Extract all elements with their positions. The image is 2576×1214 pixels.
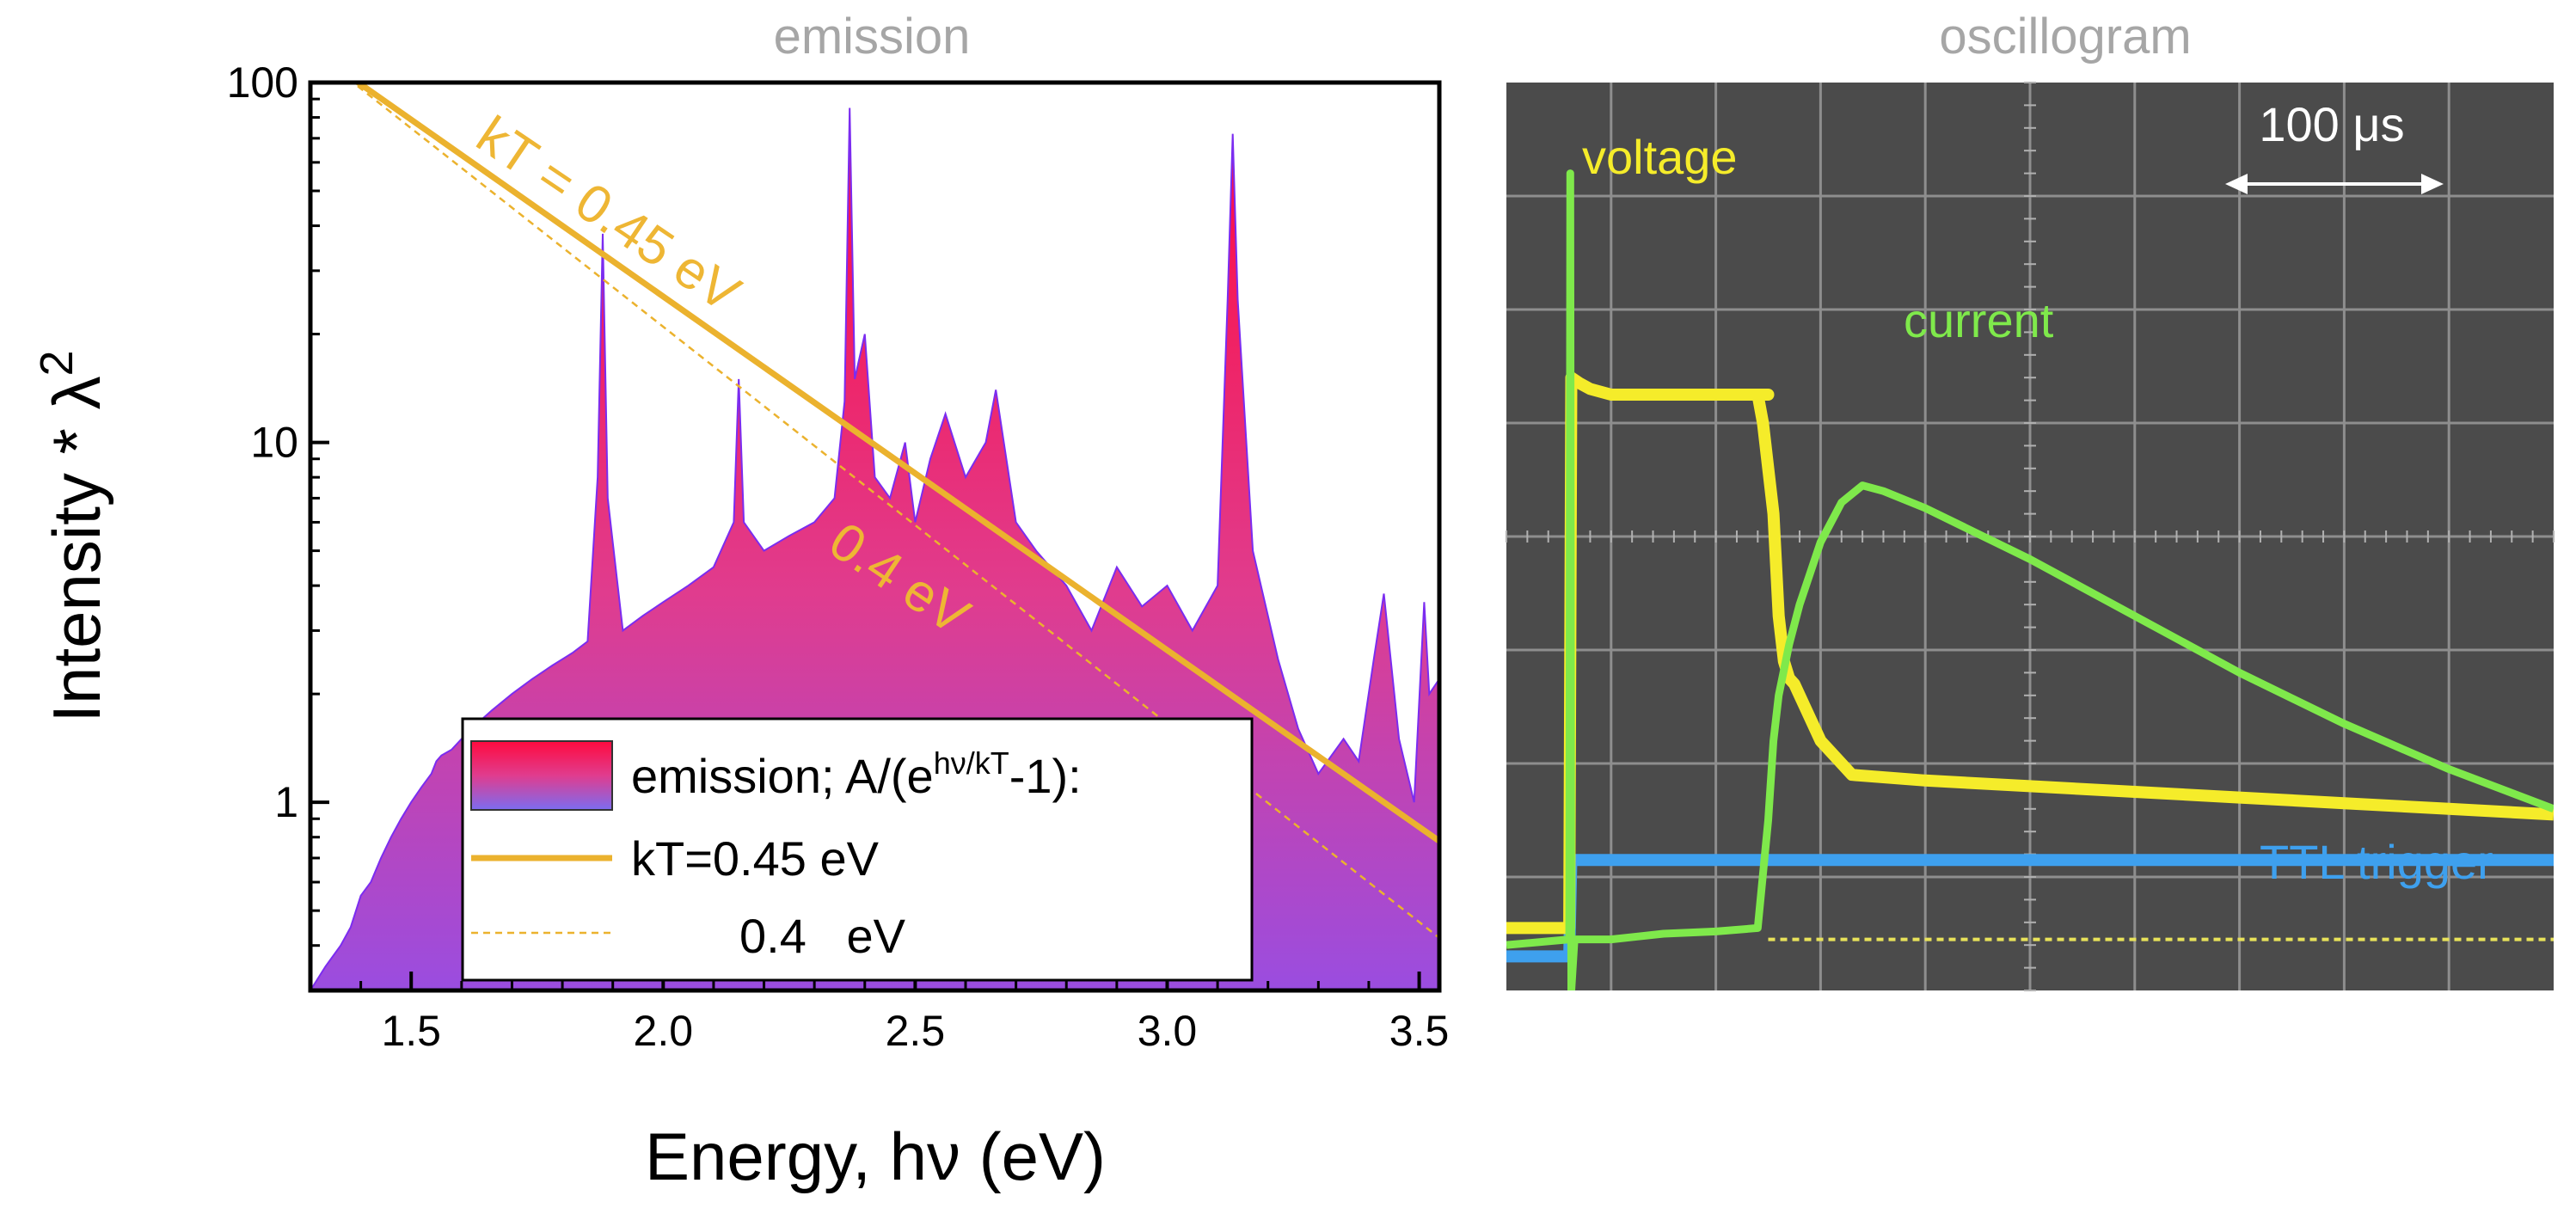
y-axis-label-main: Intensity * λ [39, 376, 114, 722]
scale-bar-label: 100 μs [2259, 97, 2404, 151]
annotation-kt-045: kT = 0.45 eV [466, 105, 751, 323]
plot-frame [308, 80, 1442, 993]
oscillogram-title: oscillogram [1939, 9, 2191, 64]
y-tick-label: 10 [250, 419, 298, 467]
x-tick-label: 3.5 [1389, 1007, 1450, 1055]
legend-entry-emission-prefix: emission; A/(e [631, 749, 934, 803]
x-axis-label: Energy, hν (eV) [645, 1119, 1106, 1194]
current-trace [1506, 169, 2554, 990]
scale-bar-arrow [2225, 174, 2444, 194]
x-tick-label: 1.5 [381, 1007, 441, 1055]
legend-swatch-emission [470, 740, 613, 811]
legend-entry-emission: emission; A/(ehν/kT-1): [631, 745, 1082, 803]
legend-entry-emission-superscript: hν/kT [934, 745, 1009, 781]
scope-grid [1506, 82, 2555, 991]
y-axis-ticks [310, 81, 329, 992]
legend-entry-kt-045: kT=0.45 eV [631, 831, 880, 886]
emission-chart: emission kT = 0.45 eV 0.4 eV 1.5 2.0 2.5… [31, 9, 1449, 1194]
x-tick-label: 2.0 [634, 1007, 694, 1055]
x-tick-label: 2.5 [886, 1007, 946, 1055]
current-label: current [1904, 293, 2054, 347]
legend: emission; A/(ehν/kT-1): kT=0.45 eV 0.4 e… [461, 717, 1254, 982]
y-axis-label: Intensity * λ2 [31, 350, 114, 722]
legend-entry-kt-040: 0.4 eV [739, 909, 906, 963]
y-axis-label-superscript: 2 [31, 350, 83, 376]
emission-title: emission [774, 9, 971, 64]
voltage-label: voltage [1582, 130, 1738, 184]
voltage-trace [1506, 371, 2554, 935]
ttl-trigger-label: TTL trigger [2260, 835, 2493, 889]
y-tick-label: 1 [274, 778, 298, 826]
x-tick-label: 3.0 [1138, 1007, 1198, 1055]
oscillogram-chart: oscillogram voltage current TTL trigger … [1506, 9, 2555, 991]
legend-entry-emission-suffix: -1): [1009, 749, 1082, 803]
fit-line-kt-045 [353, 83, 1439, 844]
y-tick-label: 100 [227, 58, 298, 107]
